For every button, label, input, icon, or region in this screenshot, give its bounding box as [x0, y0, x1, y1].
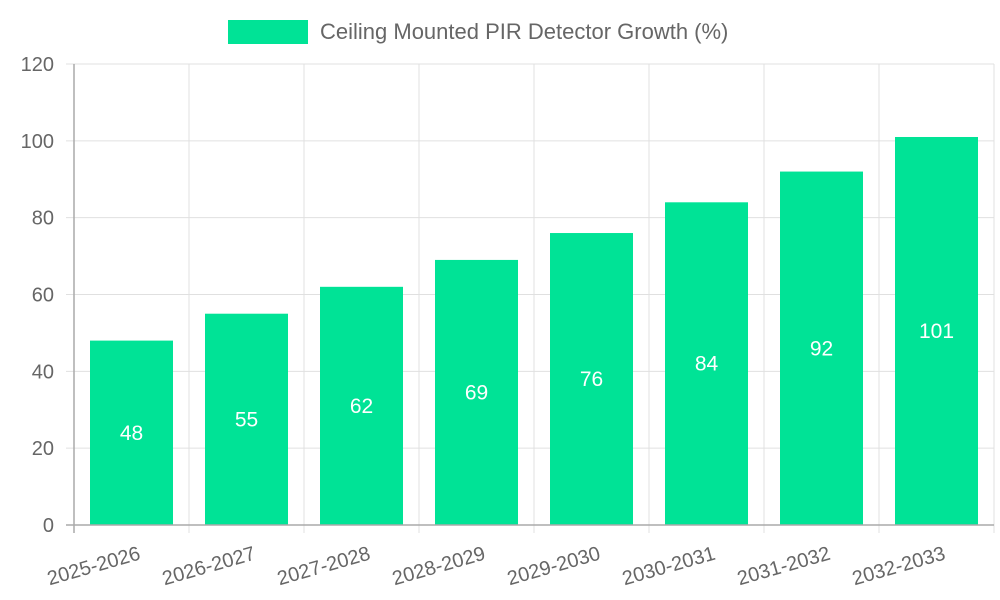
x-tick-label: 2027-2028 — [275, 543, 373, 591]
bar[interactable] — [90, 340, 173, 525]
bar[interactable] — [665, 202, 748, 526]
x-tick-label: 2031-2032 — [735, 543, 833, 591]
y-tick-label: 100 — [21, 131, 54, 153]
legend-swatch — [228, 20, 308, 44]
y-tick-label: 40 — [32, 361, 54, 383]
x-tick-label: 2030-2031 — [620, 543, 718, 591]
bar-value-label: 76 — [580, 368, 603, 391]
axes — [66, 64, 994, 533]
y-tick-label: 20 — [32, 438, 54, 460]
bar[interactable] — [435, 259, 518, 525]
y-tick-label: 60 — [32, 285, 54, 307]
y-tick-label: 120 — [21, 54, 54, 76]
y-tick-label: 0 — [43, 515, 54, 537]
y-tick-label: 80 — [32, 208, 54, 230]
x-tick-label: 2026-2027 — [160, 543, 258, 591]
bar[interactable] — [205, 313, 288, 525]
y-axis-ticks: 0 20 40 60 80 100 120 — [21, 54, 54, 537]
bar[interactable] — [780, 171, 863, 526]
x-tick-label: 2028-2029 — [390, 543, 488, 591]
bar[interactable] — [550, 233, 633, 526]
bar[interactable] — [895, 136, 978, 525]
legend-label: Ceiling Mounted PIR Detector Growth (%) — [320, 19, 729, 44]
chart-legend[interactable]: Ceiling Mounted PIR Detector Growth (%) — [228, 19, 728, 45]
bar[interactable] — [320, 286, 403, 525]
x-tick-label: 2032-2033 — [850, 543, 948, 591]
bars: 48 55 62 69 76 84 92 101 — [90, 136, 978, 526]
x-axis-ticks: 2025-2026 2026-2027 2027-2028 2028-2029 2029… — [45, 543, 948, 591]
bar-value-label: 92 — [810, 337, 833, 360]
x-tick-label: 2029-2030 — [505, 543, 603, 591]
bar-value-label: 48 — [120, 422, 143, 445]
bar-value-label: 62 — [350, 395, 373, 418]
bar-value-label: 55 — [235, 408, 258, 431]
x-tick-label: 2025-2026 — [45, 543, 143, 591]
bar-value-label: 69 — [465, 381, 488, 404]
bar-value-label: 84 — [695, 353, 719, 376]
bar-value-label: 101 — [919, 320, 954, 343]
